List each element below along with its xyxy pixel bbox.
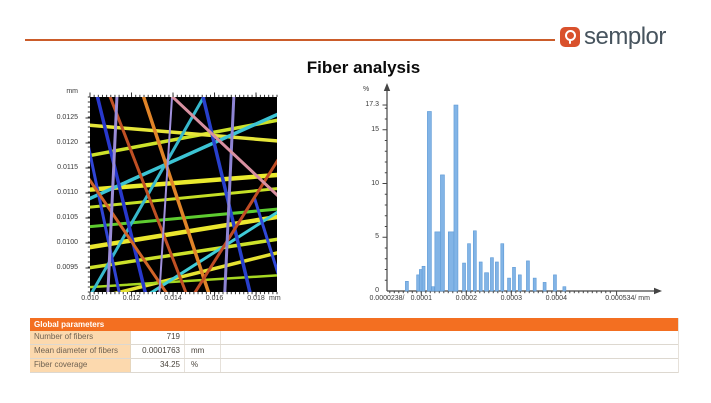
hist-bar xyxy=(490,257,494,292)
table-cell-label: Fiber coverage xyxy=(30,359,131,372)
fiber-map-y-tick-label: 0.0115 xyxy=(57,164,78,171)
hist-bar xyxy=(562,286,567,292)
table-row: Mean diameter of fibers 0.0001763 mm xyxy=(30,345,678,359)
table-cell-value: 34.25 xyxy=(131,359,185,372)
hist-x-tick-label: 0.0004 xyxy=(545,295,567,302)
table-row: Number of fibers 719 xyxy=(30,331,678,345)
fiber-line xyxy=(90,112,277,201)
hist-bar xyxy=(440,174,445,292)
fiber-line xyxy=(149,210,277,292)
hist-bar xyxy=(478,261,483,292)
fiber-map-x-tick-label: 0.014 xyxy=(164,295,182,302)
hist-y-tick-label: 10 xyxy=(371,179,379,187)
fiber-map-y-tick-label: 0.0120 xyxy=(56,139,78,146)
global-parameters-table: Global parameters Number of fibers 719 Mea… xyxy=(30,318,679,373)
hist-bar xyxy=(512,267,516,292)
fiber-map-x-tick-label: 0.016 xyxy=(205,295,224,302)
hist-axes xyxy=(383,83,662,295)
hist-y-tick-label: 15 xyxy=(371,125,379,133)
hist-bar xyxy=(431,286,435,292)
hist-x-tick-label: 0.0003 xyxy=(500,295,522,302)
logo: semplor xyxy=(560,23,666,50)
diameter-histogram xyxy=(382,83,662,296)
table-cell-spacer xyxy=(221,331,678,344)
hist-bar xyxy=(484,272,489,292)
table-cell-value: 0.0001763 xyxy=(131,345,185,358)
hist-x-max-label: 0.000534/ mm xyxy=(605,295,650,302)
table-body: Number of fibers 719 Mean diameter of fibe… xyxy=(30,331,678,373)
hist-x-min-label: 0.0000238/ xyxy=(369,295,405,302)
fiber-map-y-tick-label: 0.0100 xyxy=(56,239,78,246)
hist-ticks xyxy=(382,104,618,296)
fiber-map-y-tick-label: 0.0110 xyxy=(57,189,78,196)
table-row: Fiber coverage 34.25% xyxy=(30,359,678,373)
fiber-line xyxy=(223,97,236,292)
table-cell-spacer xyxy=(221,345,678,358)
fiber-line xyxy=(158,97,174,292)
table-cell-label: Mean diameter of fibers xyxy=(30,345,131,358)
hist-bar xyxy=(495,261,499,292)
table-cell-unit: mm xyxy=(185,345,221,358)
fiber-line xyxy=(201,97,252,292)
hist-bar xyxy=(542,282,547,292)
fiber-map-y-tick-label: 0.0095 xyxy=(56,264,78,271)
hist-bar xyxy=(453,104,459,292)
fiber-map-ticks xyxy=(85,92,278,297)
hist-x-tick-label: 0.0002 xyxy=(455,295,477,302)
fiber-map-y-unit-label: mm xyxy=(66,88,78,95)
fiber-line xyxy=(108,97,188,292)
hist-bar xyxy=(553,274,557,292)
table-cell-unit xyxy=(185,331,221,344)
fiber-line xyxy=(90,187,277,209)
hist-bar xyxy=(532,277,537,292)
hist-bar xyxy=(405,281,409,292)
fiber-map-x-unit-label: mm xyxy=(269,295,281,302)
fiber-line xyxy=(95,97,147,292)
table-cell-spacer xyxy=(221,359,678,372)
header-rule xyxy=(25,39,555,41)
hist-y-unit-label: % xyxy=(363,86,370,93)
fiber-map-y-tick-label: 0.0105 xyxy=(56,214,78,221)
fiber-map-y-tick-label: 0.0125 xyxy=(56,114,78,121)
logo-text: semplor xyxy=(584,23,666,50)
hist-bar xyxy=(462,262,466,292)
fiber-map-plot xyxy=(85,92,278,297)
fiber-map-x-tick-label: 0.012 xyxy=(122,295,141,302)
hist-y-tick-label: 5 xyxy=(375,233,379,241)
fiber-map-x-tick-label: 0.018 xyxy=(247,295,265,302)
fiber-line xyxy=(141,97,211,292)
hist-bar xyxy=(427,111,432,292)
table-cell-value: 719 xyxy=(131,331,185,344)
page-title: Fiber analysis xyxy=(306,58,421,77)
hist-bar xyxy=(500,243,505,292)
fiber-map-x-tick-label: 0.010 xyxy=(81,295,99,302)
logo-stem-shape xyxy=(568,39,572,45)
hist-bar xyxy=(526,260,530,292)
table-header: Global parameters xyxy=(30,318,678,331)
fiber-line xyxy=(170,97,277,197)
fiber-lines xyxy=(90,97,277,292)
table-cell-unit: % xyxy=(185,359,221,372)
hist-bar xyxy=(507,277,511,292)
fiber-line xyxy=(90,118,277,158)
fiber-line xyxy=(113,251,277,292)
fiber-line xyxy=(90,237,277,270)
hist-y-max-label: 17.3 xyxy=(365,101,379,109)
table-cell-label: Number of fibers xyxy=(30,331,131,344)
fiber-line xyxy=(193,158,277,292)
fiber-line xyxy=(253,196,277,276)
hist-bar xyxy=(467,243,471,292)
hist-bar xyxy=(473,230,477,292)
semplor-logo-icon xyxy=(560,27,580,47)
hist-bars xyxy=(405,104,567,292)
hist-bar xyxy=(421,265,426,292)
hist-y-tick-label: 0 xyxy=(375,287,379,294)
fiber-line xyxy=(106,97,119,292)
fiber-line xyxy=(90,177,168,292)
hist-x-tick-label: 0.0001 xyxy=(410,295,432,302)
hist-bar xyxy=(518,274,522,292)
fiber-line xyxy=(90,146,121,292)
